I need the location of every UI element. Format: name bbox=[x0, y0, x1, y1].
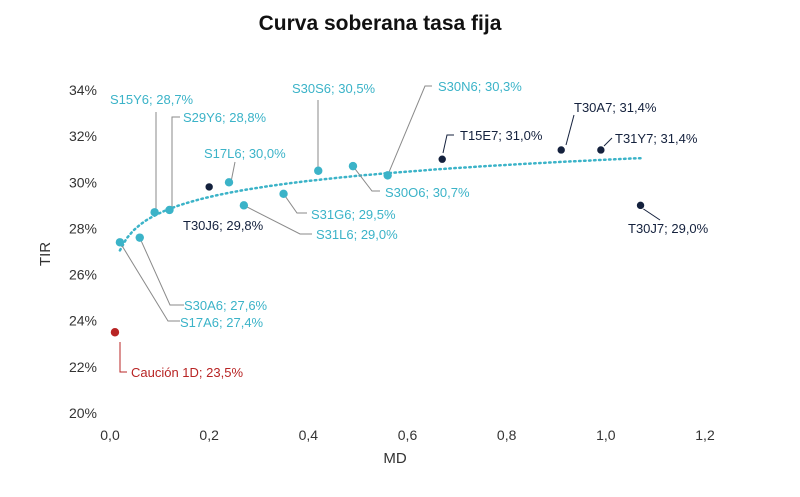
leader-line bbox=[139, 237, 184, 306]
y-axis-ticks: 20% 22% 24% 26% 28% 30% 32% 34% bbox=[69, 82, 97, 421]
data-label: T15E7; 31,0% bbox=[460, 128, 543, 143]
data-point bbox=[279, 189, 288, 199]
x-tick-label: 0,6 bbox=[398, 427, 418, 443]
data-point bbox=[596, 145, 606, 155]
leader-line bbox=[230, 161, 236, 183]
data-point bbox=[635, 200, 646, 211]
x-tick-label: 0,0 bbox=[100, 427, 120, 443]
leader-line bbox=[119, 242, 180, 322]
y-tick-label: 34% bbox=[69, 82, 97, 98]
data-point bbox=[437, 154, 447, 164]
data-label: S30N6; 30,3% bbox=[438, 79, 522, 94]
data-label: S30S6; 30,5% bbox=[292, 81, 376, 96]
data-point bbox=[239, 201, 249, 210]
leader-line bbox=[565, 114, 575, 146]
data-point bbox=[135, 233, 144, 242]
trendline bbox=[118, 156, 642, 252]
y-tick-label: 30% bbox=[69, 174, 97, 190]
x-tick-label: 1,0 bbox=[596, 427, 616, 443]
data-point bbox=[110, 328, 120, 337]
leader-line bbox=[387, 85, 432, 176]
data-label: T31Y7; 31,4% bbox=[615, 131, 698, 146]
data-point bbox=[150, 208, 159, 217]
y-tick-label: 24% bbox=[69, 313, 97, 329]
y-tick-label: 20% bbox=[69, 405, 97, 421]
leader-line bbox=[119, 342, 127, 373]
data-labels: S17A6; 27,4% S30A6; 27,6% S15Y6; 28,7% S29Y… bbox=[110, 79, 709, 380]
data-label: T30A7; 31,4% bbox=[574, 100, 657, 115]
data-label: S17L6; 30,0% bbox=[204, 146, 286, 161]
leader-line bbox=[603, 137, 613, 147]
data-points bbox=[110, 145, 646, 337]
data-point bbox=[224, 178, 234, 187]
data-point bbox=[348, 161, 358, 171]
data-label: T30J7; 29,0% bbox=[628, 221, 709, 236]
data-label: T30J6; 29,8% bbox=[183, 218, 264, 233]
leader-line bbox=[169, 116, 180, 214]
data-point bbox=[165, 205, 174, 215]
y-tick-label: 28% bbox=[69, 220, 97, 236]
y-tick-label: 32% bbox=[69, 128, 97, 144]
chart-title: Curva soberana tasa fija bbox=[259, 12, 502, 35]
data-label: S17A6; 27,4% bbox=[180, 315, 264, 330]
x-tick-label: 0,8 bbox=[497, 427, 517, 443]
x-tick-label: 0,2 bbox=[199, 427, 219, 443]
x-tick-label: 0,4 bbox=[299, 427, 319, 443]
x-axis-label: MD bbox=[383, 450, 406, 467]
data-label: Caución 1D; 23,5% bbox=[131, 365, 243, 380]
leader-line bbox=[352, 165, 380, 192]
leader-lines bbox=[119, 85, 661, 373]
data-label: S15Y6; 28,7% bbox=[110, 92, 194, 107]
y-tick-label: 26% bbox=[69, 267, 97, 283]
data-label: S31L6; 29,0% bbox=[316, 227, 398, 242]
data-label: S29Y6; 28,8% bbox=[183, 110, 267, 125]
data-point bbox=[556, 145, 566, 155]
y-tick-label: 22% bbox=[69, 359, 97, 375]
leader-line bbox=[641, 207, 661, 221]
data-point bbox=[204, 182, 214, 192]
leader-line bbox=[442, 134, 454, 154]
leader-line bbox=[283, 193, 307, 214]
x-axis-ticks: 0,0 0,2 0,4 0,6 0,8 1,0 1,2 bbox=[100, 427, 715, 443]
data-label: S31G6; 29,5% bbox=[311, 207, 396, 222]
data-point bbox=[383, 171, 392, 180]
data-label: S30A6; 27,6% bbox=[184, 298, 268, 313]
data-point bbox=[314, 166, 323, 175]
data-label: S30O6; 30,7% bbox=[385, 185, 470, 200]
data-point bbox=[115, 238, 125, 247]
leader-line bbox=[154, 112, 157, 213]
y-axis-label: TIR bbox=[37, 242, 54, 266]
leader-line bbox=[243, 204, 312, 235]
x-tick-label: 1,2 bbox=[695, 427, 715, 443]
